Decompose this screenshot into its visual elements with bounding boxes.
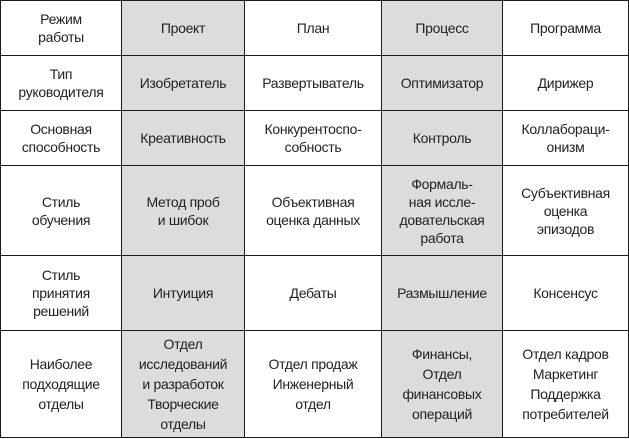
- table-cell: Объективная оценка данных: [244, 165, 382, 256]
- table-row-best-departments: Наиболее подходящие отделы Отдел исследов…: [0, 330, 629, 438]
- table-cell: План: [244, 0, 382, 56]
- table-cell: Метод проб и шибок: [121, 165, 245, 256]
- table-row-decision-style: Стиль принятия решений Интуиция Дебаты Разм…: [0, 255, 629, 331]
- table-row-leader-type: Тип руководителя Изобретатель Развертывате…: [0, 55, 629, 111]
- table-cell: Развертыватель: [244, 55, 382, 111]
- row-header-cell: Тип руководителя: [0, 55, 122, 111]
- row-header-cell: Основная способность: [0, 110, 122, 166]
- table-row-work-mode: Режим работы Проект План Процесс Программа: [0, 0, 629, 56]
- table-cell: Финансы, Отдел финансовых операций: [381, 330, 503, 438]
- table-cell: Интуиция: [121, 255, 245, 331]
- table-cell: Консенсус: [502, 255, 629, 331]
- table-cell: Отдел исследований и разработок Творческ…: [121, 330, 245, 438]
- table-row-core-ability: Основная способность Креативность Конкурен…: [0, 110, 629, 166]
- row-header-cell: Режим работы: [0, 0, 122, 56]
- table-cell: Дебаты: [244, 255, 382, 331]
- table-cell: Субъективная оценка эпизодов: [502, 165, 629, 256]
- table-cell: Размышление: [381, 255, 503, 331]
- table-cell: Отдел продаж Инженерный отдел: [244, 330, 382, 438]
- table-row-learning-style: Стиль обучения Метод проб и шибок Объектив…: [0, 165, 629, 256]
- row-header-cell: Стиль принятия решений: [0, 255, 122, 331]
- table-cell: Коллабораци- онизм: [502, 110, 629, 166]
- row-header-cell: Наиболее подходящие отделы: [0, 330, 122, 438]
- table-cell: Изобретатель: [121, 55, 245, 111]
- table-cell: Отдел кадров Маркетинг Поддержка потреби…: [502, 330, 629, 438]
- table-cell: Креативность: [121, 110, 245, 166]
- table-cell: Программа: [502, 0, 629, 56]
- table-cell: Конкурентоспо- собность: [244, 110, 382, 166]
- table-cell: Формаль- ная иссле- довательская работа: [381, 165, 503, 256]
- table-cell: Проект: [121, 0, 245, 56]
- table-cell: Процесс: [381, 0, 503, 56]
- row-header-cell: Стиль обучения: [0, 165, 122, 256]
- table-cell: Контроль: [381, 110, 503, 166]
- table-cell: Дирижер: [502, 55, 629, 111]
- table-cell: Оптимизатор: [381, 55, 503, 111]
